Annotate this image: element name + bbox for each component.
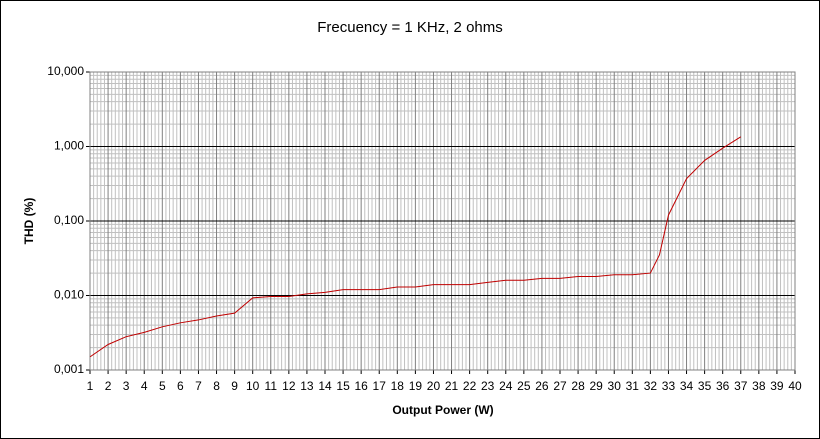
x-tick-label: 11: [265, 379, 278, 393]
x-tick-label: 22: [463, 379, 477, 393]
x-tick-label: 8: [213, 379, 220, 393]
x-tick-label: 35: [698, 379, 712, 393]
x-tick-label: 18: [391, 379, 405, 393]
x-tick-label: 19: [409, 379, 423, 393]
x-tick-label: 20: [427, 379, 441, 393]
x-tick-label: 39: [770, 379, 784, 393]
x-tick-label: 10: [246, 379, 260, 393]
x-tick-label: 12: [282, 379, 296, 393]
x-tick-label: 29: [589, 379, 603, 393]
y-tick-label: 1,000: [54, 139, 84, 153]
data-line: [89, 136, 742, 358]
x-tick-label: 21: [445, 379, 459, 393]
x-tick-label: 3: [123, 379, 130, 393]
x-tick-label: 14: [318, 379, 332, 393]
plot-border: [89, 71, 796, 371]
x-tick-label: 15: [336, 379, 350, 393]
y-tick-label: 0,010: [54, 288, 84, 302]
x-tick-label: 38: [752, 379, 766, 393]
x-tick-label: 33: [662, 379, 676, 393]
x-tick-label: 28: [571, 379, 585, 393]
x-tick-label: 13: [300, 379, 314, 393]
x-tick-label: 30: [608, 379, 622, 393]
x-tick-label: 24: [499, 379, 513, 393]
x-tick-label: 23: [481, 379, 495, 393]
x-tick-label: 40: [788, 379, 802, 393]
x-tick-label: 2: [105, 379, 112, 393]
x-tick-label: 27: [553, 379, 567, 393]
x-tick-label: 32: [644, 379, 658, 393]
x-tick-label: 36: [716, 379, 730, 393]
x-tick-label: 34: [680, 379, 694, 393]
x-tick-label: 25: [517, 379, 531, 393]
x-tick-label: 17: [373, 379, 387, 393]
x-tick-label: 9: [231, 379, 238, 393]
x-tick-label: 7: [195, 379, 202, 393]
x-tick-label: 37: [734, 379, 748, 393]
y-axis-title: THD (%): [22, 198, 36, 245]
y-tick-label: 0,001: [54, 362, 84, 376]
chart-title: Frecuency = 1 KHz, 2 ohms: [317, 19, 503, 36]
y-tick-label: 0,100: [54, 213, 84, 227]
x-tick-label: 4: [141, 379, 148, 393]
x-axis-title: Output Power (W): [392, 403, 493, 417]
y-tick-label: 10,000: [47, 64, 84, 78]
x-tick-label: 5: [159, 379, 166, 393]
x-tick-label: 6: [177, 379, 184, 393]
x-tick-label: 26: [535, 379, 549, 393]
x-tick-label: 1: [87, 379, 94, 393]
x-tick-label: 31: [626, 379, 640, 393]
x-tick-label: 16: [354, 379, 368, 393]
